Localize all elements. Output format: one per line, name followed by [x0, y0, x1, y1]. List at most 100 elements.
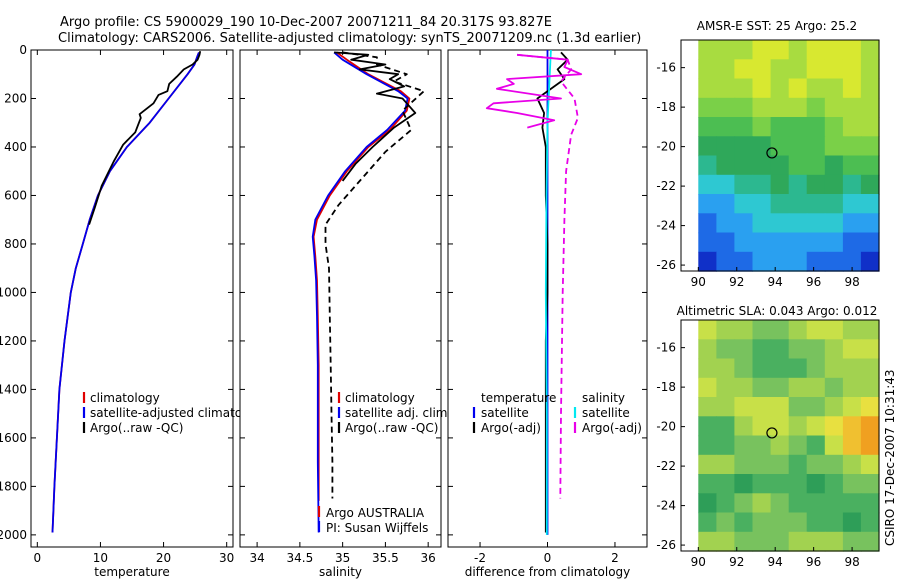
sst_map-cell: [698, 213, 717, 234]
temperature-series-line: [88, 51, 202, 225]
sst_map-cell: [770, 155, 790, 176]
sst_map-cell: [842, 136, 862, 157]
sla_map-cell: [752, 358, 772, 379]
sla_map-cell: [824, 493, 844, 514]
temperature-axes-box: [30, 49, 234, 548]
sst_map-cell: [860, 174, 880, 195]
sla_map-cell: [770, 320, 790, 340]
sst-map-panel: AMSR-E SST: 25 Argo: 25.2 90 92 94 96 98 -16 -1…: [656, 19, 880, 289]
sst_map-ytick-label: -16: [656, 61, 676, 75]
sla_map-cell: [788, 493, 808, 514]
sst_map-cell: [734, 136, 754, 157]
sst_map-cell: [824, 78, 844, 99]
sst_map-cell: [716, 117, 736, 137]
sla_map-cell: [842, 474, 862, 494]
sla_map-cell: [806, 416, 826, 437]
sst_map-cell: [734, 59, 754, 80]
sst_map-cell: [752, 174, 772, 195]
sla_map-cell: [860, 320, 880, 340]
sst_map-cell: [842, 174, 862, 195]
sst_map-cell: [716, 59, 736, 80]
sla_map-cell: [788, 416, 808, 437]
sla_map-cell: [734, 339, 754, 360]
sst_map-cell: [842, 78, 862, 99]
sla-map-panel: Altimetric SLA: 0.043 Argo: 0.012 90 92 94 9…: [656, 304, 880, 569]
sst_map-cell: [806, 155, 826, 176]
sla_map-cell: [698, 531, 717, 552]
sla_map-cell: [752, 377, 772, 398]
sla_map-cell: [824, 435, 844, 456]
sla_map-cell: [698, 454, 717, 475]
sst_map-cell: [860, 155, 880, 176]
sla_map-cell: [824, 416, 844, 437]
sla_map-cell: [734, 474, 754, 494]
sla_map-cell: [842, 512, 862, 533]
sst_map-cell: [860, 59, 880, 80]
sst_map-cell: [752, 59, 772, 80]
salinity-xtick-label: 36: [421, 551, 436, 565]
sst_map-cell: [752, 78, 772, 99]
sst_map-ytick-label: -26: [656, 258, 676, 272]
sst_map-cell: [860, 136, 880, 157]
sst_map-cell: [770, 194, 790, 214]
sla_map-cell: [842, 416, 862, 437]
sla_map-cell: [824, 512, 844, 533]
sla_map-cell: [770, 397, 790, 417]
sla_map-cell: [752, 493, 772, 514]
sla_map-cell: [734, 397, 754, 417]
sla_map-ytick-label: -20: [656, 420, 676, 434]
sla_map-ytick-label: -16: [656, 341, 676, 355]
sla_map-cell: [824, 474, 844, 494]
sla_map-cell: [860, 531, 880, 552]
sst_map-xtick-label: 90: [691, 275, 706, 289]
sst_map-cell: [698, 232, 717, 253]
sla_map-cell: [842, 339, 862, 360]
sla_map-title: Altimetric SLA: 0.043 Argo: 0.012: [677, 304, 878, 318]
sst_map-cell: [716, 251, 736, 272]
sla_map-cell: [734, 435, 754, 456]
sst_map-cell: [716, 97, 736, 118]
sst_map-cell: [734, 194, 754, 214]
salinity-xtick-label: 35: [335, 551, 350, 565]
sst_map-cell: [734, 78, 754, 99]
sst_map-cell: [734, 174, 754, 195]
sst_map-cell: [824, 97, 844, 118]
difference-xtick-label: 0: [544, 551, 552, 565]
sla_map-cell: [806, 493, 826, 514]
sla_map-cell: [734, 512, 754, 533]
sla_map-cell: [734, 454, 754, 475]
sla_map-cell: [698, 377, 717, 398]
sst_map-cell: [860, 78, 880, 99]
sla_map-cell: [824, 377, 844, 398]
sla_map-cell: [752, 474, 772, 494]
sst_map-cell: [770, 97, 790, 118]
sla_map-cell: [806, 358, 826, 379]
temperature-ytick-label: 400: [4, 140, 27, 154]
sla_map-cell: [734, 358, 754, 379]
sla_map-cell: [752, 435, 772, 456]
difference-legend-temperature-title: temperature: [481, 391, 556, 405]
sla_map-cell: [698, 493, 717, 514]
salinity-xtick-label: 35.5: [372, 551, 399, 565]
difference-legend-label: Argo(-adj): [582, 421, 642, 435]
sla_map-cell: [698, 397, 717, 417]
side-timestamp: CSIRO 17-Dec-2007 10:31:43: [883, 369, 897, 546]
sst_map-cell: [842, 213, 862, 234]
sst_map-cell: [842, 232, 862, 253]
temperature-ytick-label: 600: [4, 188, 27, 202]
sst_map-cell: [734, 40, 754, 60]
sst_map-cell: [824, 136, 844, 157]
sst_map-cell: [698, 97, 717, 118]
sst_map-ytick-label: -18: [656, 100, 676, 114]
temperature-profile-panel: 0 10 20 30 0 200 400 600 800 1000 1200 1400 1600 1800…: [0, 43, 268, 579]
sst_map-cell: [752, 251, 772, 272]
sla_map-cell: [752, 320, 772, 340]
sla_map-cell: [698, 416, 717, 437]
difference-xlabel: difference from climatology: [465, 565, 631, 579]
sla_map-cell: [788, 435, 808, 456]
sst_map-cell: [788, 117, 808, 137]
sla_map-cell: [734, 531, 754, 552]
sst_map-cell: [716, 194, 736, 214]
